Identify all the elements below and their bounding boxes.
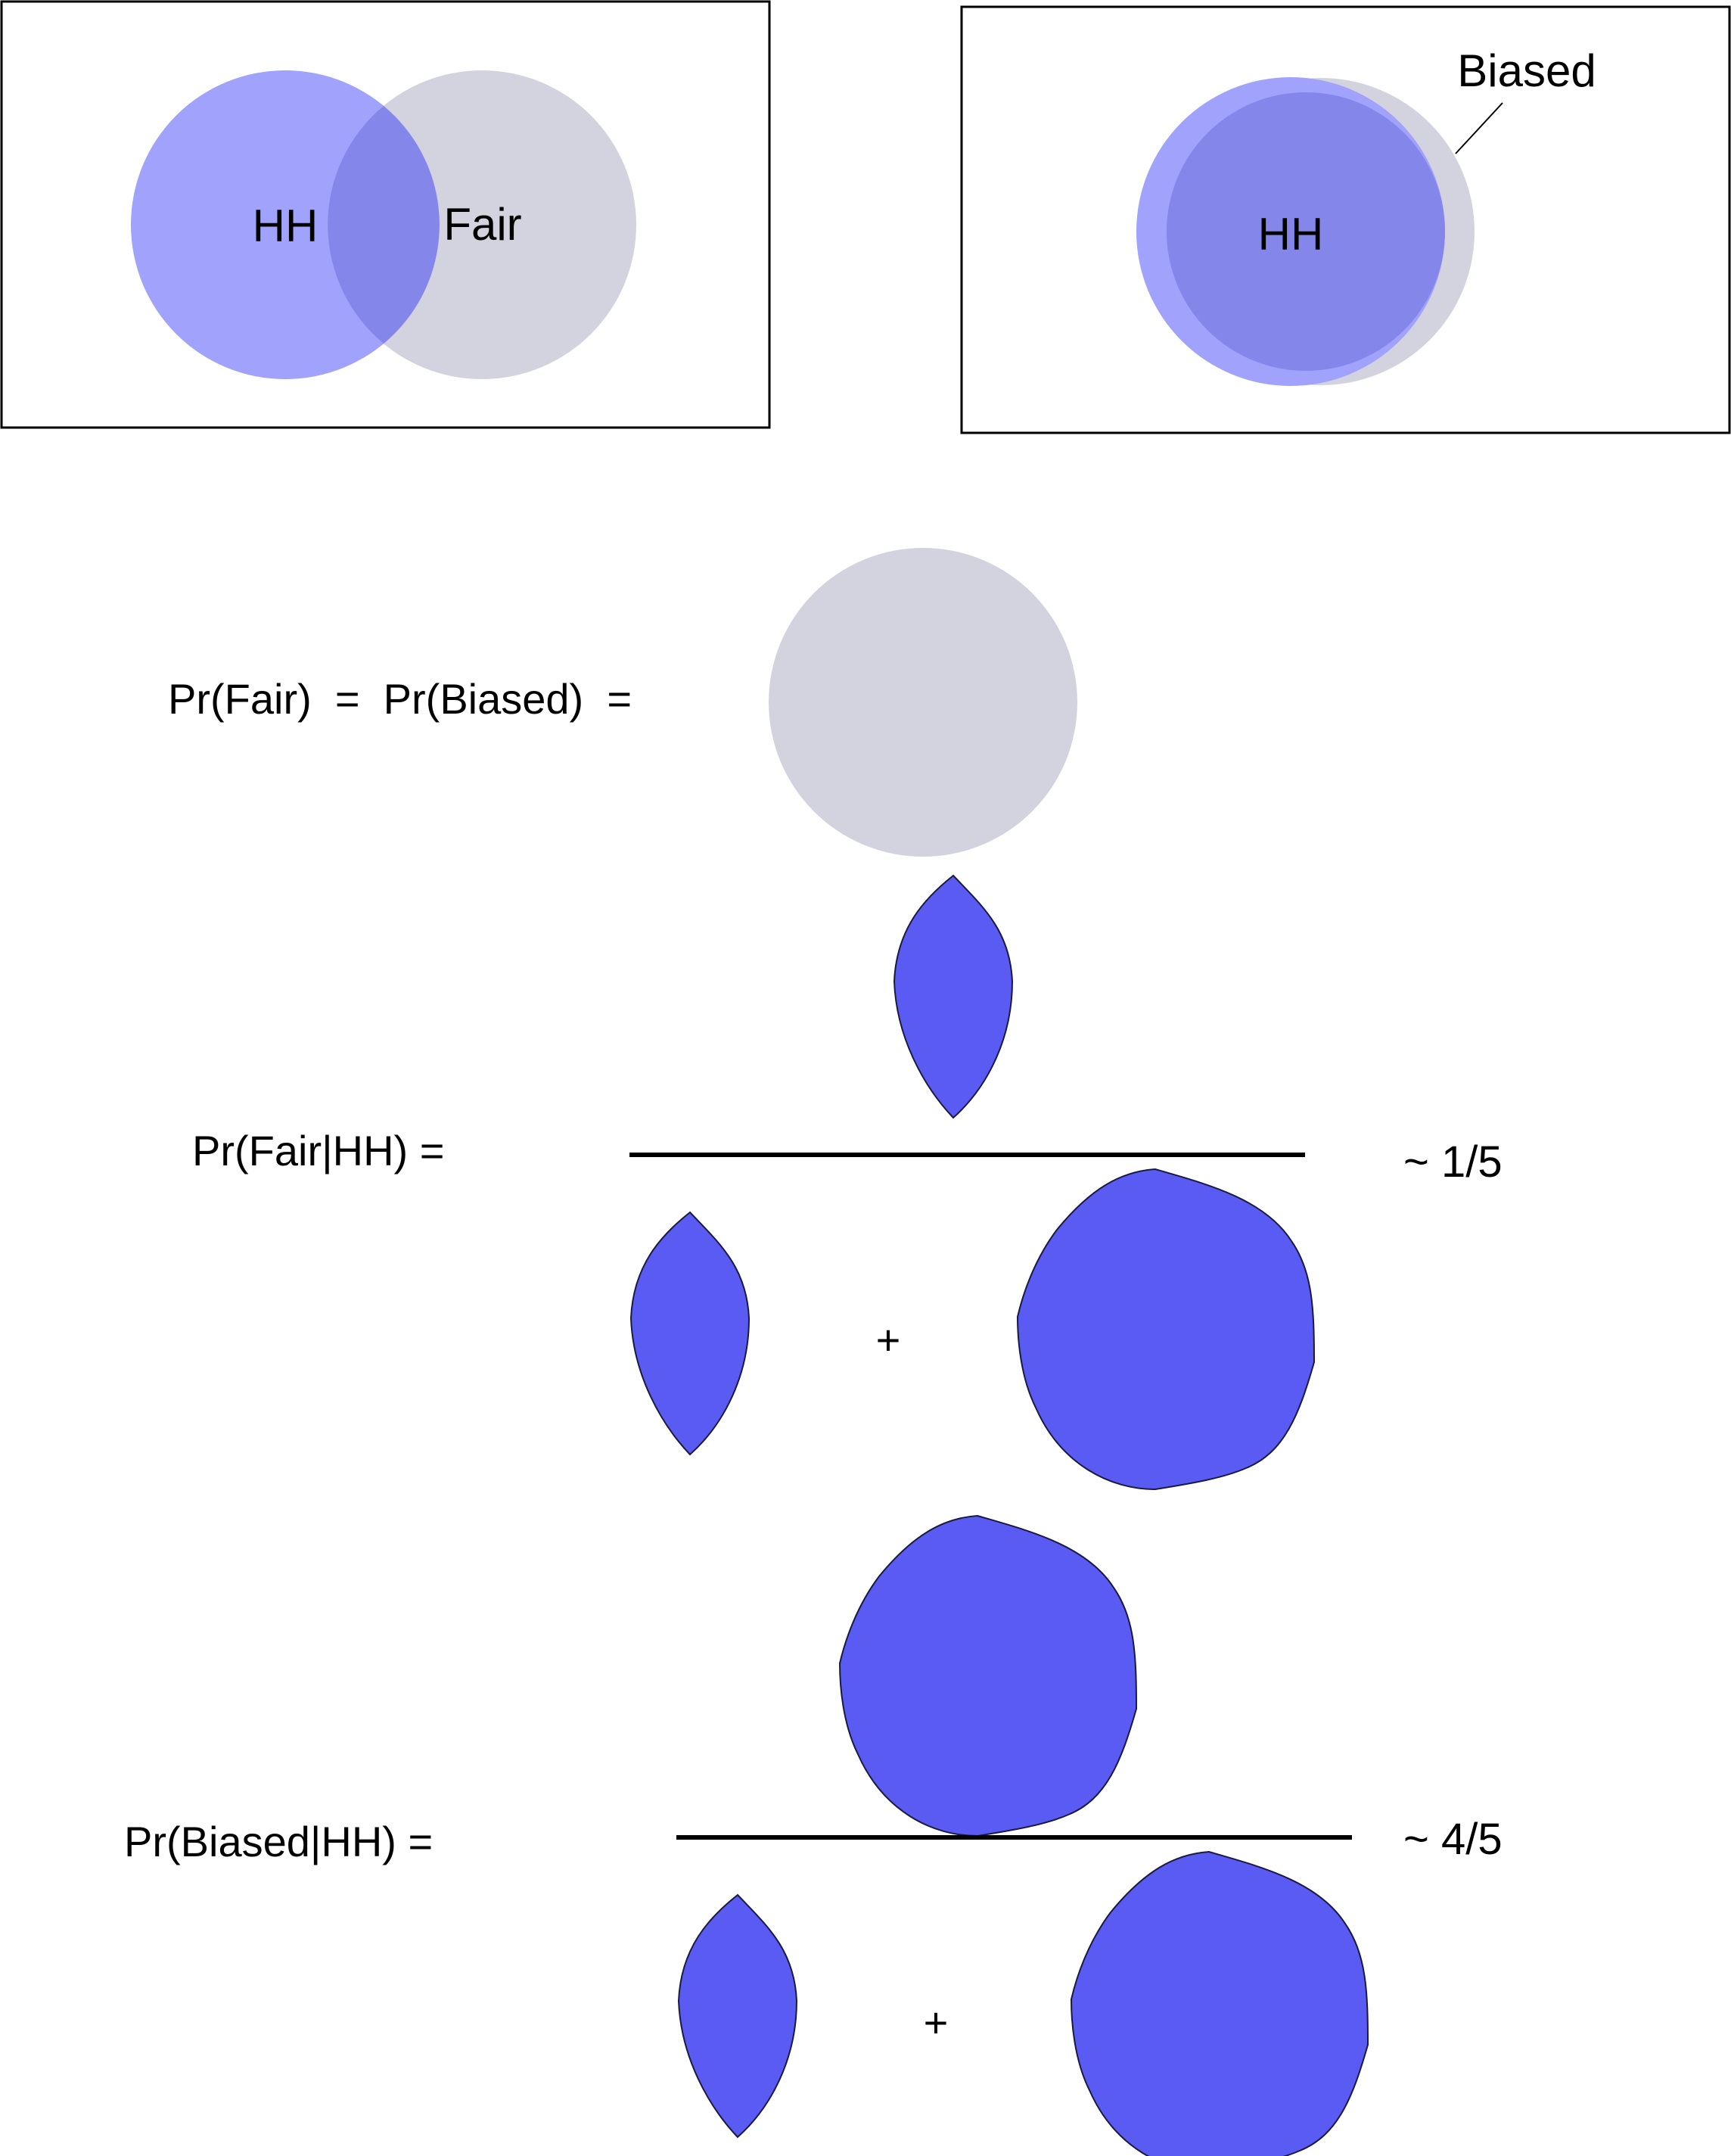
venn-fair-panel: HH Fair bbox=[0, 0, 771, 429]
numerator-biased-shape bbox=[839, 1515, 1137, 1837]
prior-circle bbox=[769, 548, 1077, 857]
biased-label: Biased bbox=[1457, 45, 1596, 96]
posterior-fair-label: Pr(Fair|HH) = bbox=[192, 1127, 444, 1174]
posterior-biased-label: Pr(Biased|HH) = bbox=[124, 1818, 433, 1865]
biased-callout-line bbox=[1455, 102, 1503, 154]
hh-biased-overlap bbox=[1167, 92, 1445, 371]
hh-fair-overlap bbox=[328, 106, 440, 344]
fair-label: Fair bbox=[443, 199, 521, 250]
posterior-fair-result: ~ 1/5 bbox=[1403, 1137, 1503, 1187]
prior-row: Pr(Fair) = Pr(Biased) = bbox=[168, 548, 1077, 857]
denominator-biased-shape bbox=[1017, 1168, 1315, 1490]
posterior-biased-result: ~ 4/5 bbox=[1403, 1815, 1503, 1864]
plus-sign: + bbox=[924, 1999, 949, 2046]
posterior-fair: Pr(Fair|HH) = ~ 1/5 + bbox=[192, 875, 1503, 1490]
posterior-biased: Pr(Biased|HH) = ~ 4/5 + bbox=[124, 1515, 1503, 2156]
numerator-overlap-shape bbox=[893, 875, 1013, 1118]
denominator-biased-shape bbox=[1071, 1851, 1369, 2156]
venn-biased-panel: HH Biased bbox=[960, 5, 1731, 434]
denominator-overlap-shape bbox=[678, 1894, 797, 2138]
plus-sign: + bbox=[876, 1316, 901, 1364]
hh-label: HH bbox=[1258, 209, 1324, 260]
denominator-overlap-shape bbox=[630, 1212, 750, 1455]
prior-label: Pr(Fair) = Pr(Biased) = bbox=[168, 675, 632, 723]
hh-label: HH bbox=[253, 201, 319, 251]
